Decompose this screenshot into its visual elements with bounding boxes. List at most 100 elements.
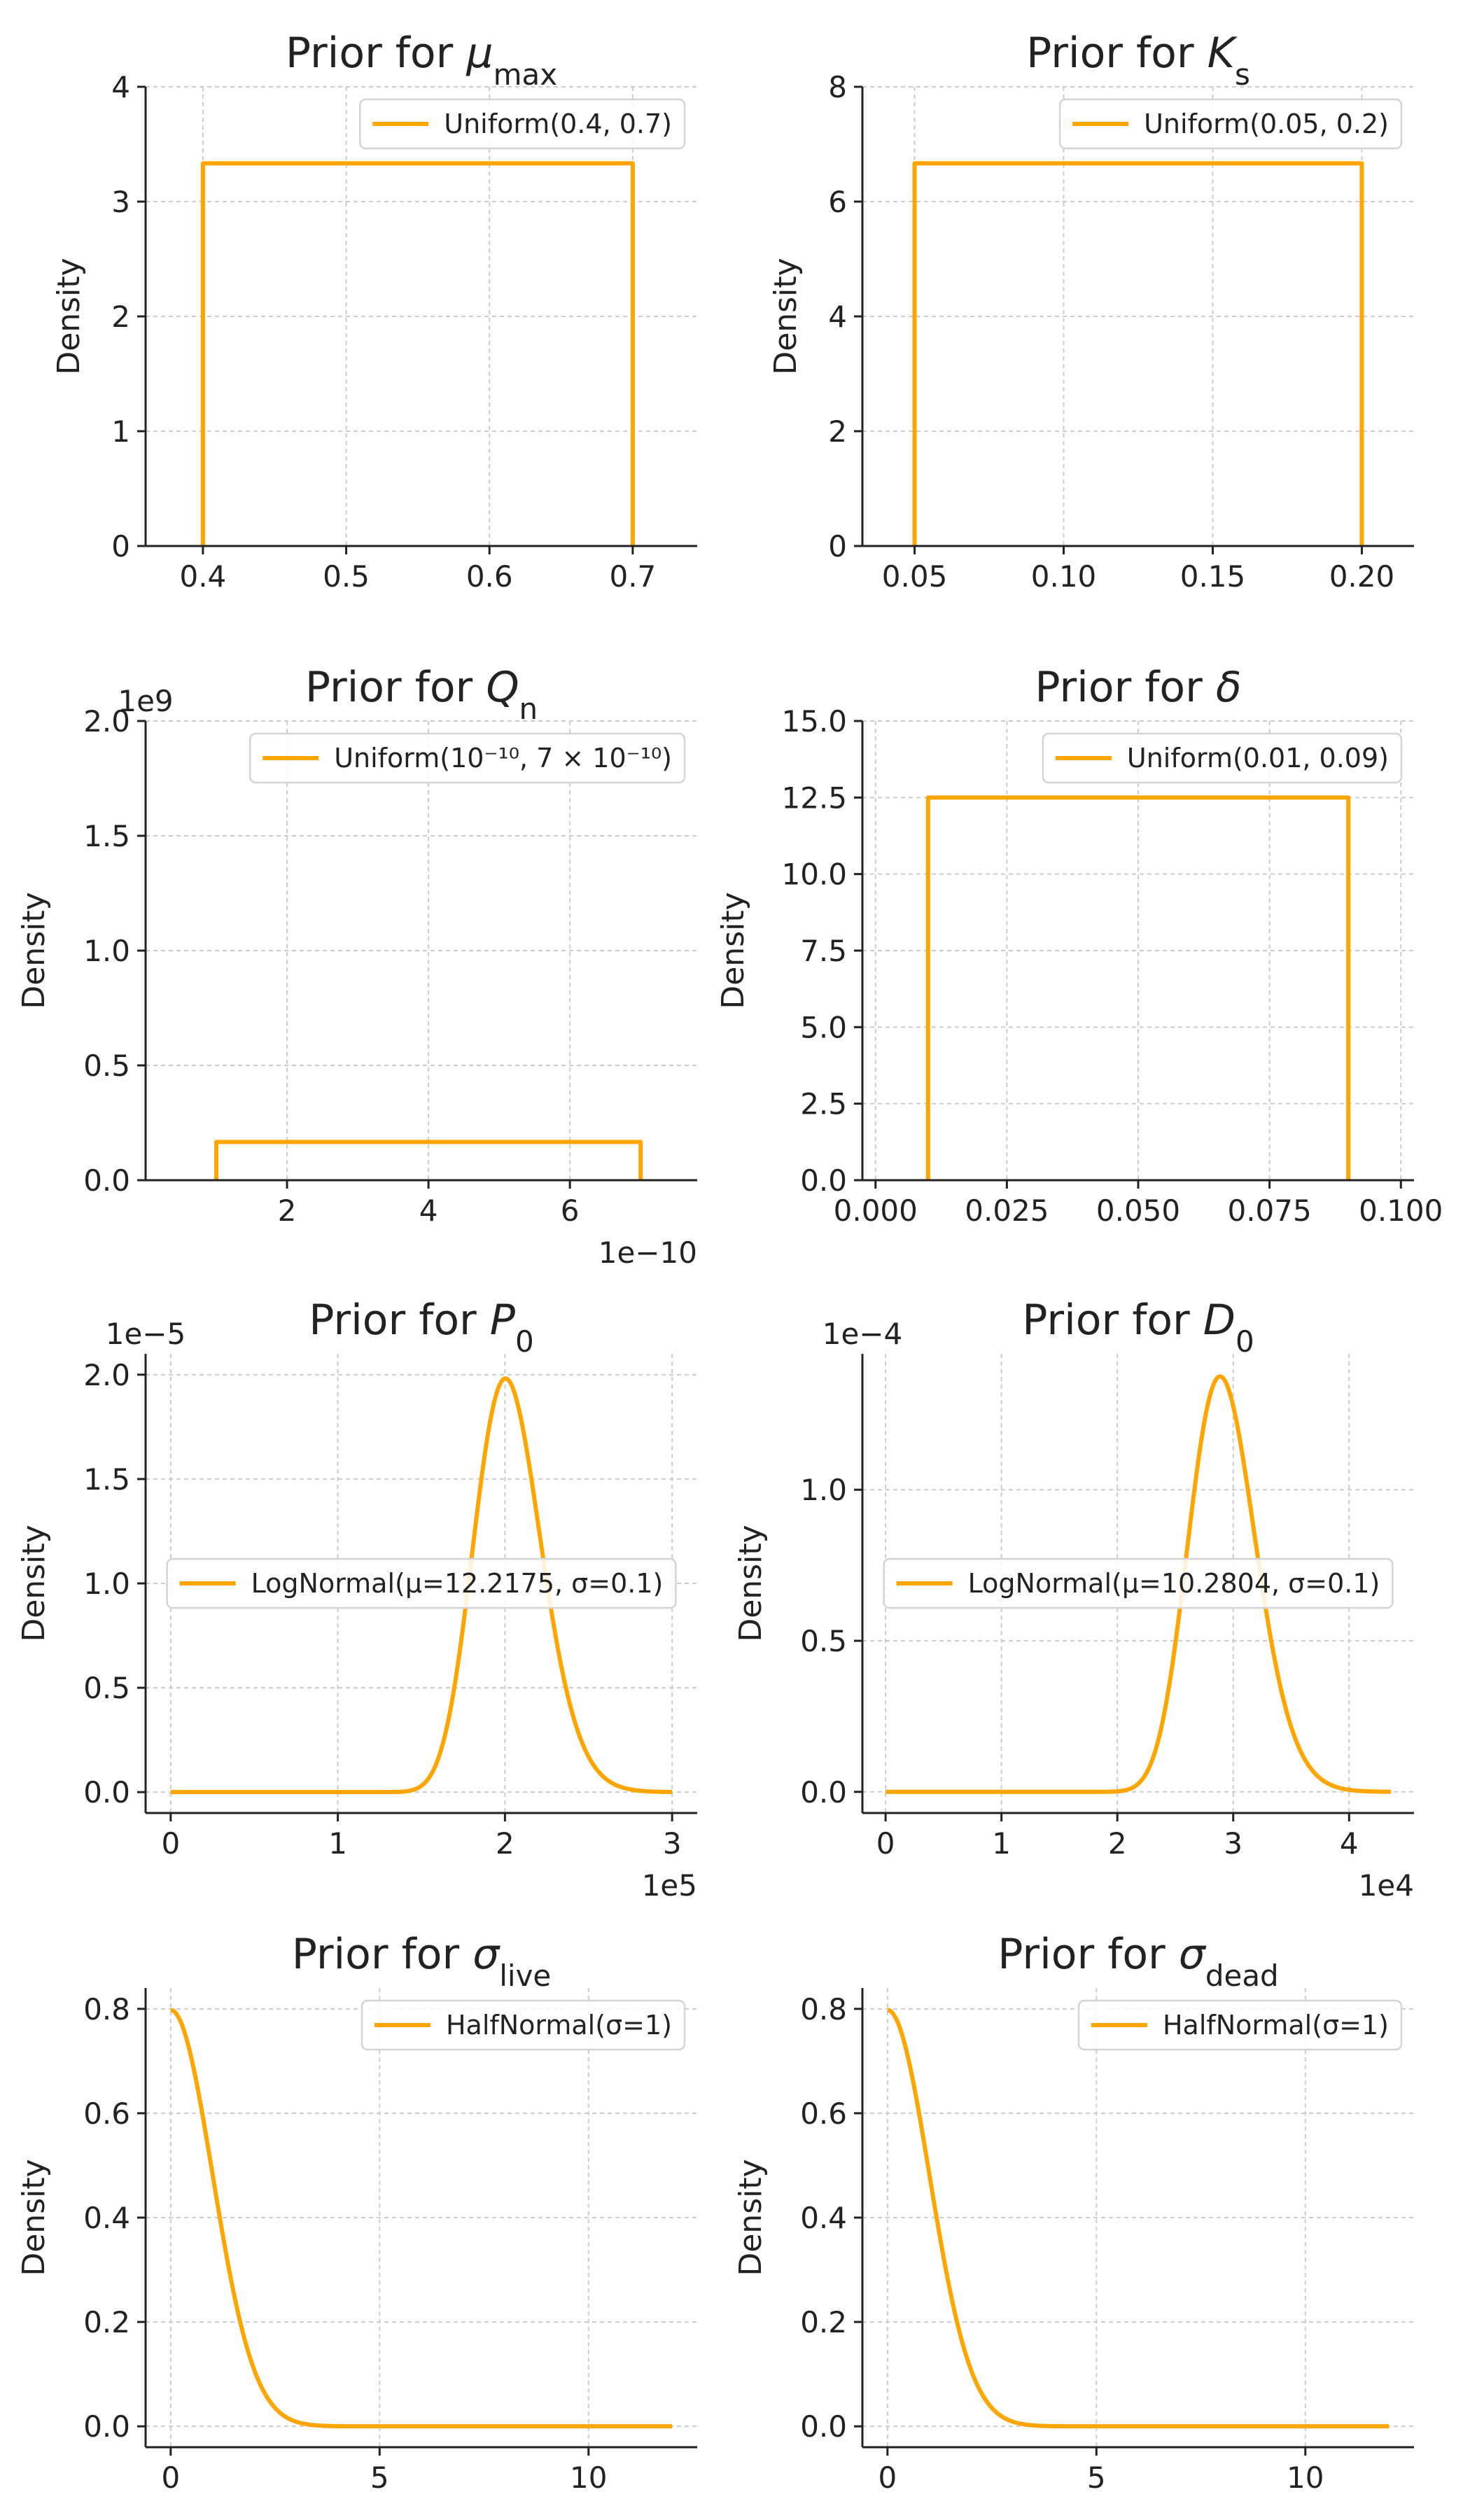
legend: LogNormal(μ=10.2804, σ=0.1) bbox=[883, 1558, 1394, 1609]
y-tick-label: 1.5 bbox=[83, 1462, 130, 1497]
x-tick-label: 0.025 bbox=[965, 1194, 1049, 1228]
x-tick-label: 2 bbox=[496, 1826, 514, 1861]
y-tick-label: 0.5 bbox=[83, 1049, 130, 1083]
x-tick-label: 0.05 bbox=[882, 559, 948, 594]
title-text: Prior for bbox=[309, 1296, 490, 1345]
x-tick-label: 5 bbox=[370, 2460, 389, 2495]
legend: Uniform(0.05, 0.2) bbox=[1058, 98, 1403, 150]
x-tick-label: 0.100 bbox=[1359, 1194, 1443, 1228]
y-offset-label: 1e−5 bbox=[106, 1317, 186, 1351]
y-tick-label: 0.4 bbox=[800, 2201, 847, 2235]
y-tick-label: 0.0 bbox=[83, 2409, 130, 2444]
chart-panel-5: 0 1 2 3 0.0 0.5 1.0 1.5 2.0 Density 1e−5 1e5 Prior f… bbox=[16, 1296, 697, 1903]
y-tick-label: 2.0 bbox=[83, 704, 130, 738]
legend-label: HalfNormal(σ=1) bbox=[446, 2010, 672, 2040]
y-axis-label: Density bbox=[733, 1525, 769, 1642]
legend-frame bbox=[166, 1558, 677, 1609]
x-tick-label: 0.4 bbox=[179, 559, 226, 594]
y-tick-label: 0.6 bbox=[800, 2096, 847, 2131]
y-tick-label: 0 bbox=[111, 529, 130, 564]
x-tick-label: 0.6 bbox=[466, 559, 513, 594]
x-tick-label: 4 bbox=[419, 1194, 438, 1228]
x-offset-label: 1e5 bbox=[642, 1868, 697, 1903]
title-symbol: D bbox=[1203, 1296, 1236, 1345]
y-tick-label: 6 bbox=[828, 185, 847, 219]
title-subscript: 0 bbox=[515, 1324, 534, 1359]
title-symbol: σ bbox=[1179, 1930, 1207, 1979]
series-line-1 bbox=[886, 2008, 1390, 2429]
y-axis-label: Density bbox=[715, 892, 751, 1009]
series-line-1 bbox=[200, 161, 635, 546]
y-tick-label: 0.4 bbox=[83, 2201, 130, 2235]
title-subscript: n bbox=[519, 692, 538, 726]
x-tick-label: 0.075 bbox=[1227, 1194, 1311, 1228]
y-offset-label: 1e9 bbox=[118, 684, 173, 718]
title-text: Prior for bbox=[997, 1930, 1179, 1979]
legend: HalfNormal(σ=1) bbox=[360, 1999, 686, 2051]
series-line-1 bbox=[925, 795, 1351, 1180]
x-tick-label: 0.050 bbox=[1096, 1194, 1180, 1228]
legend-label: Uniform(0.05, 0.2) bbox=[1144, 108, 1389, 139]
y-tick-label: 2 bbox=[111, 300, 130, 334]
title-subscript: dead bbox=[1205, 1959, 1279, 1993]
chart-title: Prior for μmax bbox=[286, 29, 557, 92]
chart-title: Prior for σlive bbox=[292, 1930, 552, 1993]
x-tick-label: 0 bbox=[161, 1826, 180, 1861]
y-tick-label: 0 bbox=[828, 529, 847, 564]
y-tick-label: 0.6 bbox=[83, 2096, 130, 2131]
y-tick-label: 2.0 bbox=[83, 1358, 130, 1392]
x-tick-label: 1 bbox=[328, 1826, 347, 1861]
title-subscript: s bbox=[1235, 57, 1250, 92]
title-text: Prior for bbox=[1022, 1296, 1203, 1345]
legend-frame bbox=[360, 1999, 686, 2051]
x-tick-label: 2 bbox=[1108, 1826, 1127, 1861]
x-tick-label: 3 bbox=[1224, 1826, 1242, 1861]
x-offset-label: 1e4 bbox=[1359, 1868, 1414, 1903]
legend-frame bbox=[1042, 732, 1403, 784]
chart-panel-4: 0.000 0.025 0.050 0.075 0.100 0.0 2.5 5.0 7.5 10.… bbox=[715, 663, 1443, 1228]
x-tick-label: 0.20 bbox=[1329, 559, 1395, 594]
y-tick-label: 15.0 bbox=[781, 704, 847, 738]
chart-title: Prior for σdead bbox=[997, 1930, 1278, 1993]
legend-frame bbox=[359, 98, 686, 150]
x-tick-label: 6 bbox=[561, 1194, 580, 1228]
y-axis-label: Density bbox=[733, 2159, 769, 2276]
chart-panel-8: 0 5 10 0.0 0.2 0.4 0.6 0.8 Density Prior for σdea… bbox=[733, 1930, 1414, 2495]
y-tick-label: 0.0 bbox=[83, 1163, 130, 1198]
title-subscript: max bbox=[493, 57, 558, 92]
legend: LogNormal(μ=12.2175, σ=0.1) bbox=[166, 1558, 677, 1609]
legend: Uniform(0.01, 0.09) bbox=[1042, 732, 1403, 784]
series-line-1 bbox=[912, 161, 1364, 546]
x-tick-label: 0.5 bbox=[323, 559, 370, 594]
legend: Uniform(0.4, 0.7) bbox=[359, 98, 686, 150]
legend: HalfNormal(σ=1) bbox=[1077, 1999, 1403, 2051]
y-tick-label: 0.5 bbox=[83, 1671, 130, 1705]
x-tick-label: 4 bbox=[1340, 1826, 1359, 1861]
x-tick-label: 0 bbox=[878, 2460, 897, 2495]
x-tick-label: 3 bbox=[663, 1826, 682, 1861]
y-tick-label: 4 bbox=[111, 70, 130, 104]
y-axis-label: Density bbox=[16, 1525, 52, 1642]
title-symbol: δ bbox=[1216, 663, 1242, 712]
x-tick-label: 0.15 bbox=[1180, 559, 1246, 594]
legend-label: LogNormal(μ=10.2804, σ=0.1) bbox=[968, 1568, 1380, 1599]
x-tick-label: 5 bbox=[1087, 2460, 1106, 2495]
x-tick-label: 0.000 bbox=[834, 1194, 918, 1228]
y-tick-label: 0.8 bbox=[83, 1992, 130, 2026]
chart-title: Prior for δ bbox=[1035, 663, 1241, 712]
legend-frame bbox=[248, 732, 686, 784]
legend: Uniform(10⁻¹⁰, 7 × 10⁻¹⁰) bbox=[248, 732, 686, 784]
y-tick-label: 8 bbox=[828, 70, 847, 104]
legend-label: HalfNormal(σ=1) bbox=[1163, 2010, 1389, 2040]
title-symbol: μ bbox=[465, 29, 493, 78]
chart-panel-2: 0.05 0.10 0.15 0.20 0 2 4 6 8 Density Prior for Ks… bbox=[768, 29, 1414, 594]
x-tick-label: 10 bbox=[570, 2460, 607, 2495]
y-axis-label: Density bbox=[16, 892, 52, 1009]
title-text: Prior for bbox=[305, 663, 486, 712]
legend-label: Uniform(0.4, 0.7) bbox=[444, 108, 672, 139]
y-offset-label: 1e−4 bbox=[822, 1317, 902, 1351]
chart-panel-7: 0 5 10 0.0 0.2 0.4 0.6 0.8 Density Prior for σliv… bbox=[16, 1930, 697, 2495]
y-tick-label: 12.5 bbox=[781, 780, 847, 815]
